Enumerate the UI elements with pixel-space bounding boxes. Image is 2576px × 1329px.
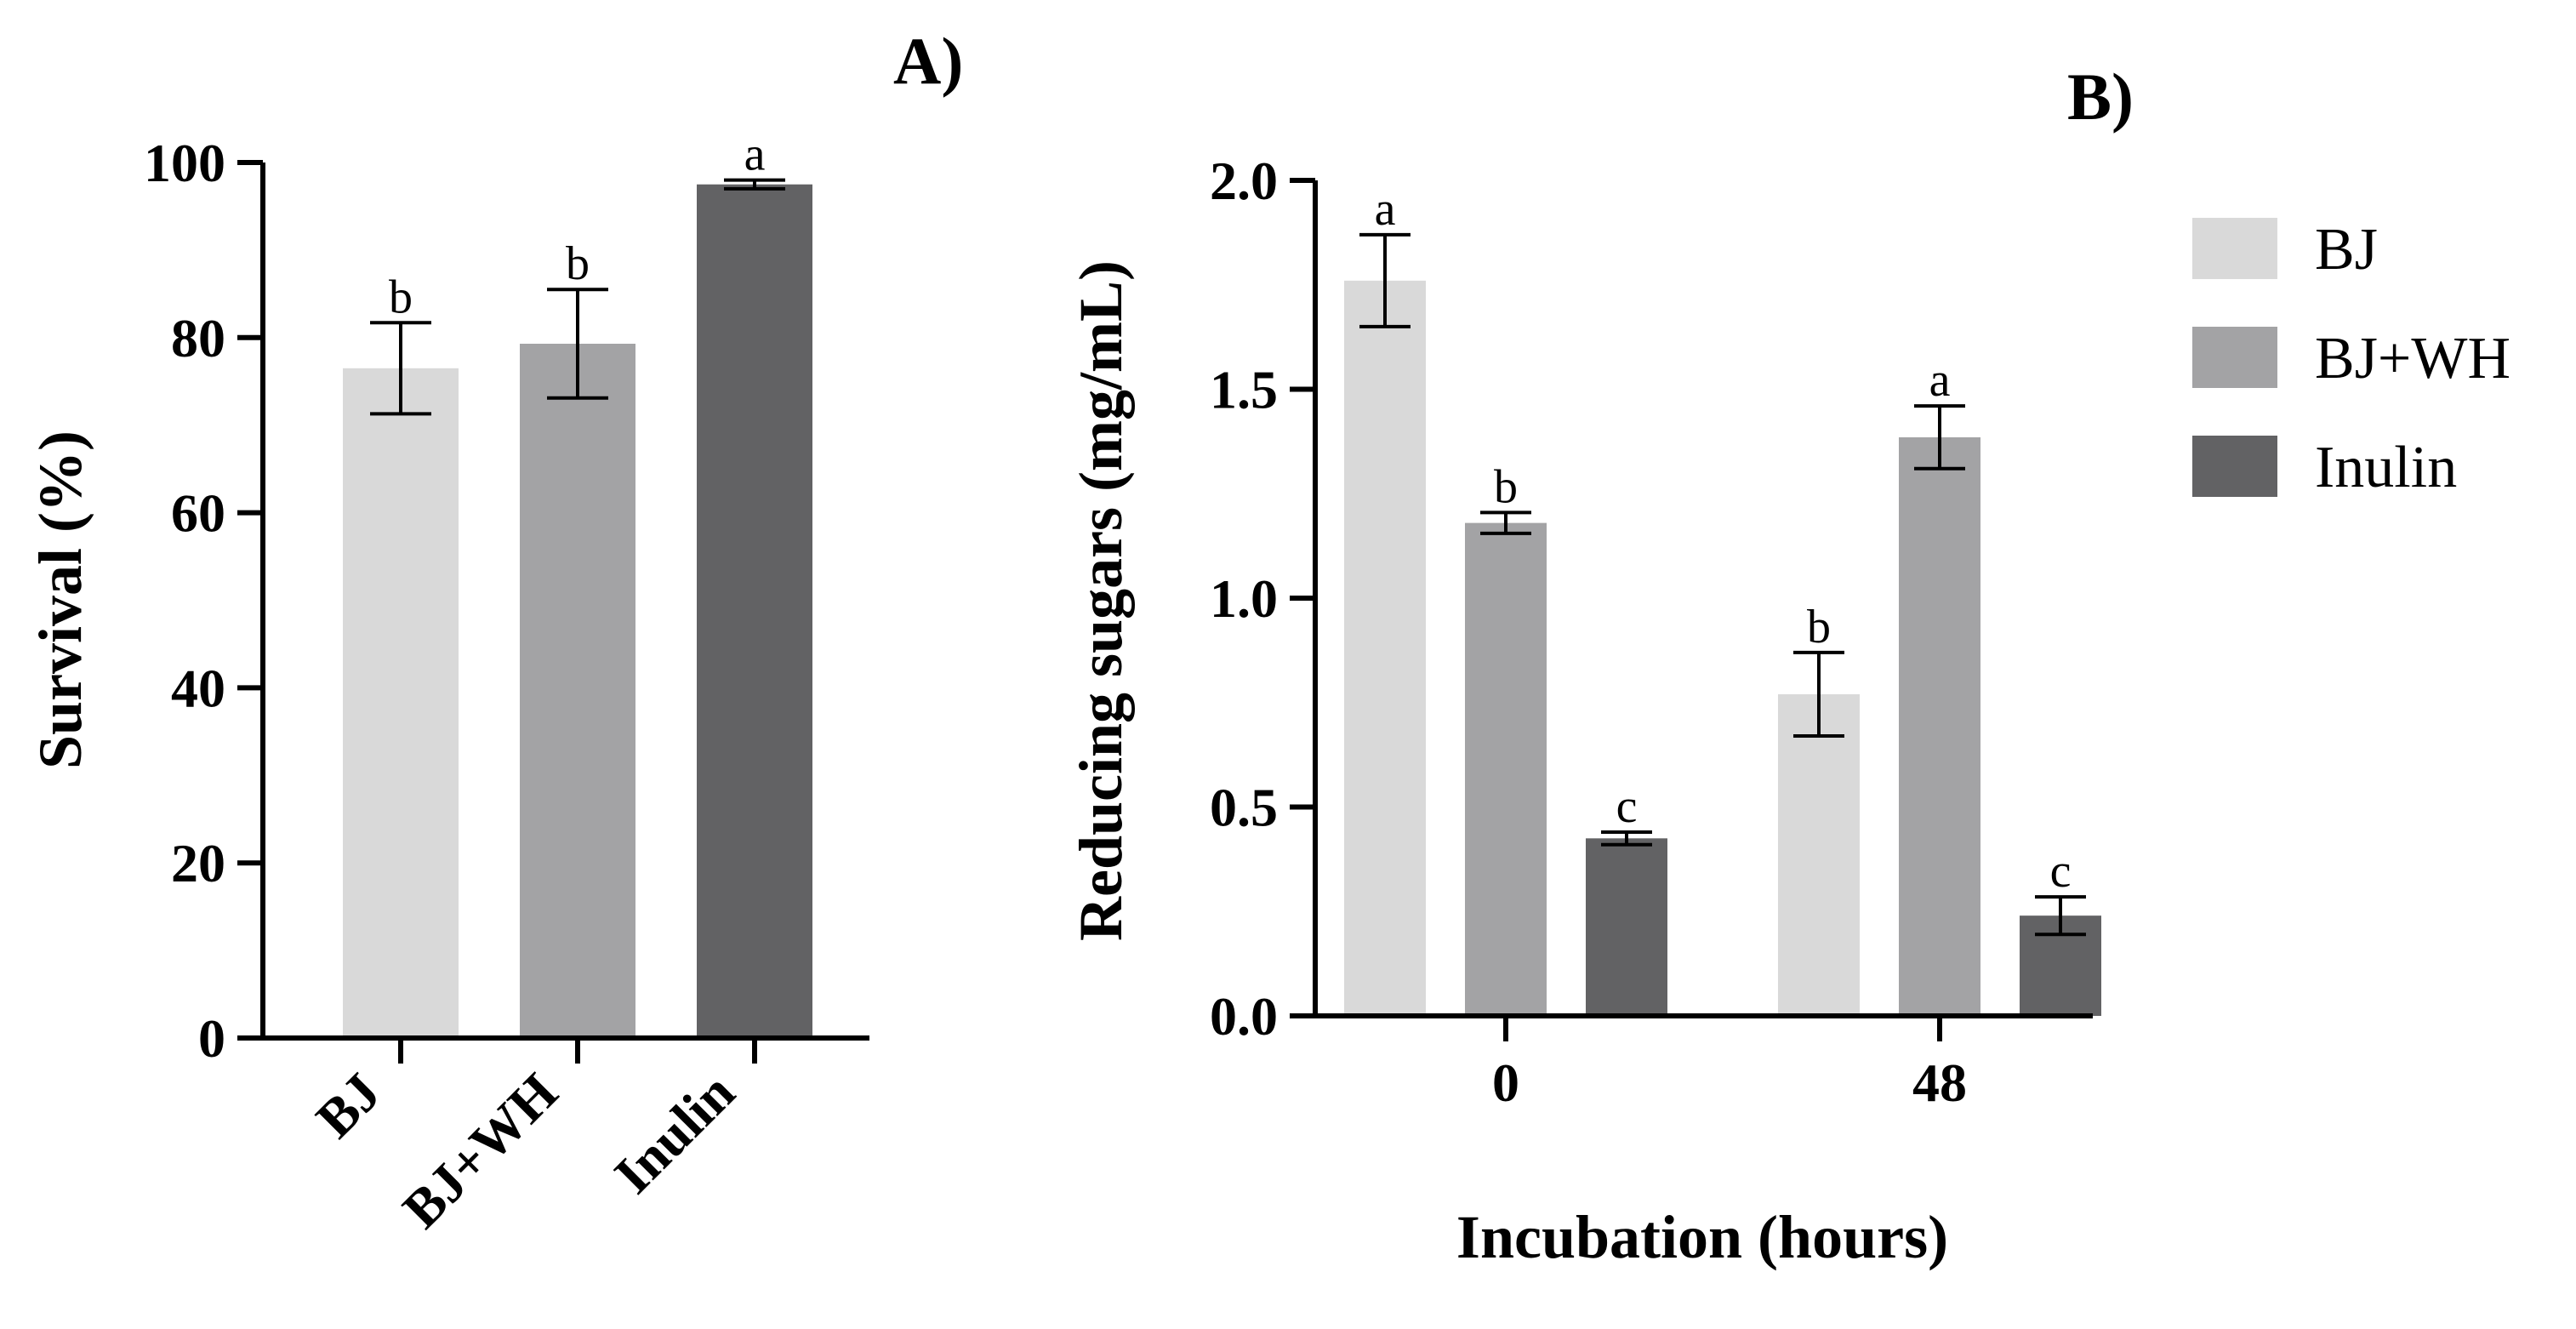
significance-letter: c [1616, 780, 1638, 833]
significance-letter: a [744, 128, 766, 181]
legend-label: BJ+WH [2315, 326, 2510, 391]
x-tick-label: BJ+WH [391, 1062, 569, 1240]
y-tick-label: 0.5 [1210, 778, 1278, 838]
significance-letter: b [389, 271, 413, 323]
bar-bj-wh-48 [1899, 437, 1980, 1016]
legend-label: BJ [2315, 217, 2378, 282]
panel-a-y-ticks: 0 20 40 60 80 100 [144, 133, 263, 1069]
chart-panel-b: B) 0.0 0.5 1.0 1.5 2.0 a b c b a c 0 48 Reducing s… [1067, 60, 2510, 1271]
y-tick-label: 20 [171, 833, 225, 893]
legend-label: Inulin [2315, 435, 2457, 500]
panel-b-y-ticks: 0.0 0.5 1.0 1.5 2.0 [1210, 151, 1315, 1047]
legend-swatch-bj-wh [2192, 327, 2277, 388]
bar-inulin [697, 185, 812, 1038]
y-tick-label: 2.0 [1210, 151, 1278, 211]
panel-b-y-axis-title: Reducing sugars (mg/mL) [1067, 260, 1135, 941]
significance-letter: c [2050, 845, 2072, 898]
significance-letter: a [1929, 354, 1951, 407]
y-tick-label: 1.5 [1210, 360, 1278, 420]
x-tick-label: Inulin [602, 1062, 745, 1205]
y-tick-label: 1.0 [1210, 568, 1278, 629]
y-tick-label: 0 [198, 1008, 225, 1069]
x-tick-label: 48 [1912, 1052, 1967, 1113]
y-tick-label: 60 [171, 483, 225, 544]
bar-bj [343, 368, 459, 1038]
x-tick-label: 0 [1492, 1052, 1519, 1113]
bar-bj-wh-0 [1465, 523, 1547, 1016]
bar-bj-48 [1778, 694, 1860, 1016]
figure: A) 020406080100 bba BJBJ+WH Inulin Surviv… [0, 0, 2576, 1329]
legend-swatch-bj [2192, 218, 2277, 279]
bar-inulin-0 [1586, 838, 1667, 1016]
panel-b-bars [1344, 281, 2101, 1016]
y-tick-label: 80 [171, 308, 225, 368]
panel-label-b: B) [2067, 60, 2134, 134]
y-tick-label: 100 [144, 133, 225, 193]
significance-letter: b [1494, 460, 1518, 513]
bar-bj-wh [520, 344, 635, 1038]
panel-b-legend: BJ BJ+WH Inulin [2192, 217, 2510, 500]
bar-bj-0 [1344, 281, 1426, 1016]
significance-letter: a [1375, 183, 1396, 236]
y-tick-label: 0.0 [1210, 986, 1278, 1047]
panel-a-y-axis-title: Survival (%) [26, 431, 94, 769]
panel-b-x-ticks: 0 48 [1492, 1016, 1967, 1113]
legend-swatch-inulin [2192, 436, 2277, 497]
panel-b-x-axis-title: Incubation (hours) [1456, 1203, 1948, 1271]
panel-label-a: A) [893, 24, 963, 98]
significance-letter: b [566, 237, 590, 290]
significance-letter: b [1807, 601, 1831, 653]
y-tick-label: 40 [171, 658, 225, 718]
x-tick-label: BJ [305, 1062, 392, 1149]
